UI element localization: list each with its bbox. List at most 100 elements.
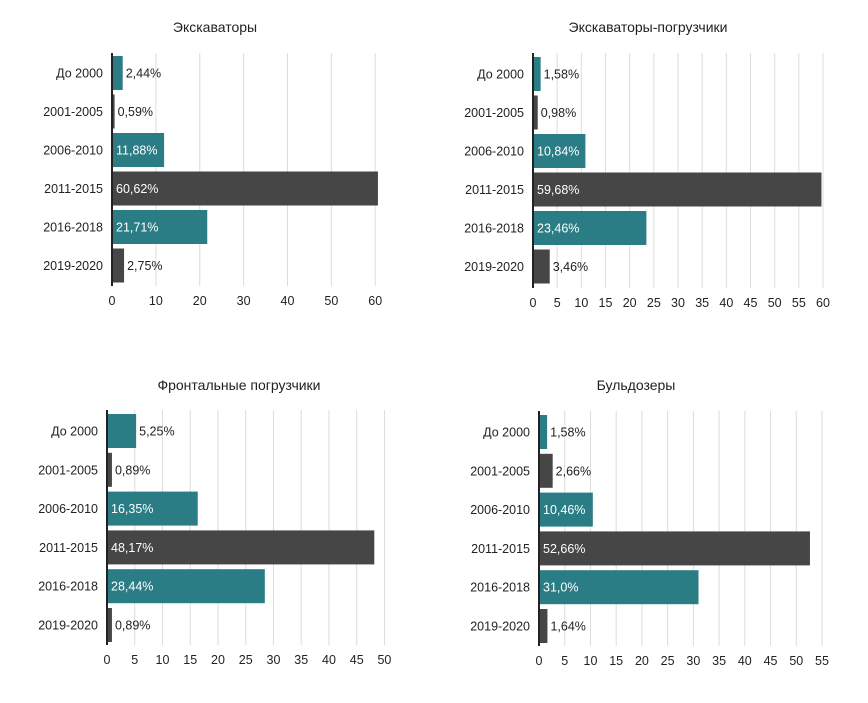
category-label: 2011-2015 [471, 542, 530, 556]
category-label: 2019-2020 [464, 260, 524, 274]
data-label: 2,44% [126, 67, 161, 81]
x-tick-label: 10 [149, 294, 163, 308]
x-tick-label: 30 [671, 296, 685, 310]
bar [533, 95, 538, 130]
chart-panel-1: Экскаваторы До 2000 2,44% 2001-2005 0,59% 200… [43, 19, 382, 308]
x-tick-label: 10 [574, 296, 588, 310]
x-tick-label: 45 [744, 296, 758, 310]
chart-panel-4: Бульдозеры До 2000 1,58% 2001-2005 2,66% 2006… [470, 377, 829, 668]
x-tick-label: 20 [211, 653, 225, 667]
data-label: 52,66% [543, 542, 585, 556]
data-label: 1,58% [550, 426, 585, 440]
category-label: 2016-2018 [43, 221, 103, 235]
bar [533, 172, 822, 207]
category-label: 2001-2005 [470, 464, 530, 478]
category-label: 2001-2005 [464, 106, 524, 120]
data-label: 48,17% [111, 541, 153, 555]
bar [533, 211, 647, 245]
x-tick-label: 20 [623, 296, 637, 310]
x-tick-label: 40 [322, 653, 336, 667]
category-label: 2016-2018 [470, 581, 530, 595]
x-tick-label: 30 [686, 654, 700, 668]
data-label: 16,35% [111, 502, 153, 516]
bar [107, 608, 112, 642]
data-label: 31,0% [543, 581, 578, 595]
chart-title: Бульдозеры [597, 377, 676, 393]
x-tick-label: 10 [584, 654, 598, 668]
bar [112, 210, 208, 244]
x-tick-label: 25 [661, 654, 675, 668]
data-label: 1,64% [550, 620, 585, 634]
bar [533, 249, 550, 284]
chart-panel-3: Фронтальные погрузчики До 2000 5,25% 2001-2… [38, 377, 391, 667]
data-label: 2,66% [556, 464, 591, 478]
data-label: 5,25% [139, 425, 174, 439]
x-tick-label: 45 [350, 653, 364, 667]
chart-title: Экскаваторы [173, 19, 257, 35]
x-tick-label: 5 [131, 653, 138, 667]
x-tick-label: 40 [738, 654, 752, 668]
bar [539, 453, 553, 488]
bar [533, 134, 586, 168]
x-tick-label: 15 [599, 296, 613, 310]
category-label: 2019-2020 [38, 619, 98, 633]
category-label: 2011-2015 [465, 183, 524, 197]
x-tick-label: 50 [324, 294, 338, 308]
data-label: 3,46% [553, 260, 588, 274]
category-label: До 2000 [56, 67, 103, 81]
category-label: 2006-2010 [464, 145, 524, 159]
category-label: 2001-2005 [38, 463, 98, 477]
data-label: 28,44% [111, 580, 153, 594]
x-tick-label: 60 [816, 296, 830, 310]
category-label: 2016-2018 [38, 580, 98, 594]
category-label: До 2000 [483, 426, 530, 440]
x-tick-label: 20 [635, 654, 649, 668]
x-tick-label: 0 [530, 296, 537, 310]
category-label: 2011-2015 [44, 182, 103, 196]
x-tick-label: 55 [792, 296, 806, 310]
data-label: 0,89% [115, 463, 150, 477]
chart-title: Экскаваторы-погрузчики [569, 19, 728, 35]
category-label: 2006-2010 [43, 144, 103, 158]
x-tick-label: 10 [156, 653, 170, 667]
x-tick-label: 45 [764, 654, 778, 668]
x-tick-label: 5 [554, 296, 561, 310]
data-label: 0,59% [118, 105, 153, 119]
x-tick-label: 35 [712, 654, 726, 668]
bar [112, 248, 125, 283]
x-tick-label: 25 [647, 296, 661, 310]
x-tick-label: 40 [719, 296, 733, 310]
x-tick-label: 25 [239, 653, 253, 667]
x-tick-label: 15 [609, 654, 623, 668]
data-label: 2,75% [127, 259, 162, 273]
x-tick-label: 15 [183, 653, 197, 667]
data-label: 21,71% [116, 221, 158, 235]
bar [107, 569, 265, 604]
data-label: 23,46% [537, 222, 579, 236]
x-tick-label: 0 [536, 654, 543, 668]
data-label: 10,46% [543, 503, 585, 517]
data-label: 59,68% [537, 183, 579, 197]
data-label: 60,62% [116, 182, 158, 196]
bar [112, 171, 378, 206]
x-tick-label: 60 [368, 294, 382, 308]
category-label: До 2000 [477, 68, 524, 82]
x-tick-label: 0 [104, 653, 111, 667]
category-label: 2019-2020 [470, 620, 530, 634]
category-label: 2006-2010 [38, 502, 98, 516]
x-tick-label: 50 [789, 654, 803, 668]
chart-title: Фронтальные погрузчики [157, 377, 320, 393]
bar [539, 531, 810, 566]
bar [107, 452, 112, 487]
category-label: 2011-2015 [39, 541, 98, 555]
x-tick-label: 30 [237, 294, 251, 308]
data-label: 0,89% [115, 619, 150, 633]
category-label: 2019-2020 [43, 259, 103, 273]
x-tick-label: 40 [281, 294, 295, 308]
data-label: 0,98% [541, 106, 576, 120]
category-label: 2001-2005 [43, 105, 103, 119]
data-label: 1,58% [544, 68, 579, 82]
x-tick-label: 50 [377, 653, 391, 667]
x-tick-label: 35 [695, 296, 709, 310]
bar [107, 414, 137, 448]
